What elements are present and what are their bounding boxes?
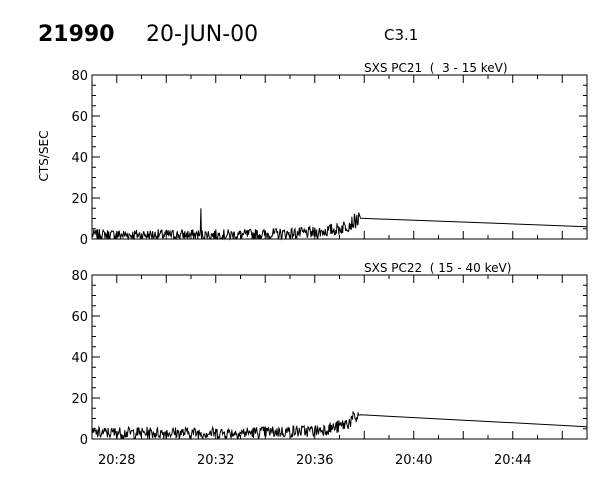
y-tick-label: 80 xyxy=(71,69,88,84)
series-line xyxy=(91,208,588,241)
x-tick-label: 20:28 xyxy=(98,453,135,468)
panel-title: SXS PC22 ( 15 - 40 keV) xyxy=(364,261,511,275)
panel-title: SXS PC21 ( 3 - 15 keV) xyxy=(364,61,508,75)
y-tick-label: 60 xyxy=(71,310,88,325)
y-tick-label: 80 xyxy=(71,269,88,284)
panel-pc21: SXS PC21 ( 3 - 15 keV) CTS/SEC 0 20 40 60 80 xyxy=(37,61,588,248)
x-tick-label: 20:40 xyxy=(395,453,432,468)
event-id: 21990 xyxy=(38,22,115,47)
panel-pc22: SXS PC22 ( 15 - 40 keV) 0 20 40 60 80 20:28 20… xyxy=(71,261,588,468)
y-tick-label: 60 xyxy=(71,110,88,125)
y-tick-label: 40 xyxy=(71,151,88,166)
series-line xyxy=(91,410,588,441)
x-tick-label: 20:32 xyxy=(197,453,234,468)
y-tick-label: 0 xyxy=(80,433,88,448)
y-axis-label: CTS/SEC xyxy=(37,131,51,182)
y-tick-label: 20 xyxy=(71,392,88,407)
y-tick-label: 20 xyxy=(71,192,88,207)
plot-frame xyxy=(91,74,588,240)
flare-class: C3.1 xyxy=(384,26,418,44)
plot-frame xyxy=(91,274,588,440)
x-tick-label: 20:36 xyxy=(296,453,333,468)
event-date: 20-JUN-00 xyxy=(146,22,258,47)
y-tick-label: 0 xyxy=(80,233,88,248)
x-tick-label: 20:44 xyxy=(494,453,531,468)
y-tick-label: 40 xyxy=(71,351,88,366)
